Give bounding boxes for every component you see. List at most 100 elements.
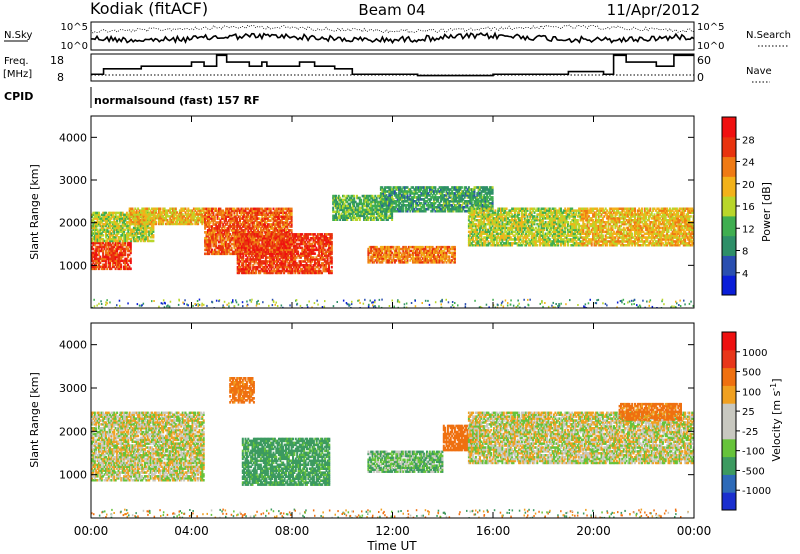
- power-cell: [424, 251, 427, 255]
- power-cell: [209, 244, 212, 248]
- power-cell: [253, 252, 256, 255]
- power-cell: [316, 233, 319, 236]
- power-cell: [244, 207, 247, 211]
- power-cell: [219, 233, 222, 236]
- power-cell: [103, 230, 106, 233]
- power-cell: [298, 260, 301, 263]
- power-cell: [107, 230, 110, 233]
- power-cell: [244, 219, 247, 222]
- power-cell: [308, 233, 311, 236]
- power-cell: [421, 251, 424, 255]
- power-cell: [329, 237, 332, 240]
- power-cell: [289, 217, 292, 220]
- power-cell: [427, 251, 430, 255]
- power-cell: [329, 246, 332, 250]
- power-cell: [124, 261, 127, 265]
- power-cell: [318, 258, 321, 261]
- power-cell: [139, 239, 142, 243]
- power-cell: [276, 211, 279, 215]
- power-cell: [325, 265, 328, 269]
- power-cell: [253, 235, 256, 238]
- power-cell: [302, 254, 305, 257]
- power-cell: [236, 227, 239, 230]
- power-cell: [121, 230, 124, 233]
- power-cell: [202, 207, 205, 210]
- power-cell: [360, 202, 363, 206]
- power-cell: [389, 198, 392, 201]
- power-cell: [340, 214, 343, 218]
- power-cell: [117, 267, 120, 271]
- power-cell: [117, 232, 120, 235]
- power-cell: [392, 247, 395, 251]
- power-cell: [238, 256, 241, 259]
- power-cell: [100, 232, 103, 235]
- power-cell: [240, 227, 243, 230]
- power-cell: [371, 208, 374, 212]
- power-cell: [265, 229, 268, 232]
- power-cell: [309, 252, 312, 255]
- power-cell: [209, 240, 212, 244]
- power-cell: [427, 245, 430, 249]
- power-cell: [233, 231, 236, 234]
- power-cell: [249, 250, 252, 253]
- power-cell: [205, 209, 208, 213]
- power-cell: [416, 249, 419, 253]
- power-cell: [391, 196, 394, 199]
- power-cell: [148, 215, 151, 218]
- power-cell: [410, 257, 413, 260]
- power-cell: [361, 208, 364, 212]
- power-cell: [280, 248, 283, 252]
- power-cell: [319, 265, 322, 269]
- power-cell: [166, 209, 169, 212]
- power-cell: [141, 237, 144, 241]
- power-cell: [374, 206, 377, 210]
- power-cell: [118, 228, 121, 231]
- power-cell: [328, 246, 330, 250]
- power-cell: [95, 224, 98, 228]
- power-cell: [180, 218, 183, 222]
- power-cell: [259, 231, 262, 234]
- power-cell: [274, 264, 277, 267]
- power-cell: [208, 213, 211, 216]
- power-cell: [261, 215, 264, 218]
- power-cell: [285, 242, 288, 246]
- power-cell: [277, 265, 280, 269]
- power-cell: [240, 248, 243, 252]
- power-cell: [99, 228, 102, 231]
- power-cell: [449, 259, 452, 262]
- power-cell: [414, 253, 417, 256]
- power-cell: [308, 250, 311, 253]
- power-cell: [122, 253, 125, 257]
- power-cell: [371, 257, 374, 260]
- power-cell: [105, 236, 107, 239]
- power-cell: [311, 244, 314, 248]
- power-cell: [105, 221, 107, 224]
- power-cell: [392, 253, 395, 256]
- power-cell: [223, 250, 226, 254]
- power-cell: [149, 230, 152, 233]
- power-cell: [113, 211, 116, 215]
- power-cell: [385, 218, 388, 221]
- power-cell: [249, 233, 252, 236]
- power-cell: [178, 209, 181, 212]
- power-cell: [100, 243, 103, 247]
- power-cell: [167, 220, 170, 224]
- power-cell: [249, 235, 252, 238]
- power-cell: [285, 254, 288, 257]
- power-cell: [287, 262, 290, 265]
- power-cell: [227, 236, 230, 240]
- power-cell: [220, 233, 223, 236]
- power-cell: [95, 255, 98, 259]
- power-cell: [201, 220, 204, 224]
- power-cell: [282, 223, 285, 226]
- power-cell: [274, 246, 277, 250]
- power-cell: [250, 219, 253, 222]
- power-cell: [252, 246, 255, 250]
- power-cell: [199, 215, 202, 218]
- power-cell: [276, 231, 279, 234]
- power-cell: [234, 221, 237, 224]
- power-cell: [109, 259, 111, 263]
- power-cell: [407, 245, 410, 249]
- power-cell: [264, 231, 267, 234]
